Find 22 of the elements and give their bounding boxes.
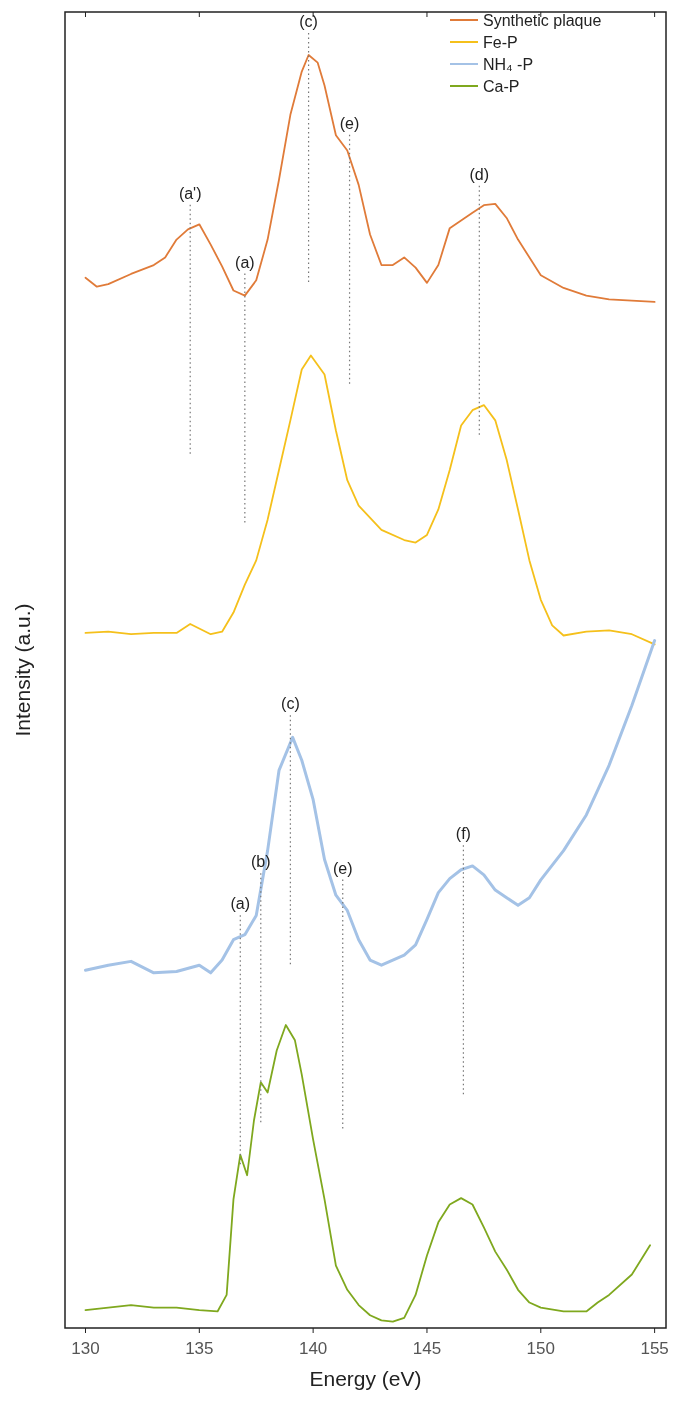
annotation: (e) xyxy=(339,114,360,132)
annotation: (f) xyxy=(455,825,471,843)
annotation: (a) xyxy=(230,895,251,913)
annotation: (d) xyxy=(469,165,490,183)
x-tick-label: 155 xyxy=(640,1339,669,1358)
annotation: (c) xyxy=(281,695,300,713)
legend-label: Synthetic plaque xyxy=(483,12,602,29)
x-tick-label: 145 xyxy=(412,1339,442,1358)
annotation: (c) xyxy=(299,13,318,30)
annotation: (e) xyxy=(332,859,353,877)
annotation: (a) xyxy=(235,253,255,271)
y-axis-title: Intensity (a.u.) xyxy=(11,603,34,737)
x-tick-label: 135 xyxy=(185,1339,214,1358)
x-tick-label: 150 xyxy=(526,1339,555,1358)
x-axis-title: Energy (eV) xyxy=(309,1367,422,1390)
annotation: (a') xyxy=(178,184,202,202)
legend-label: NH₄ -P xyxy=(483,56,534,73)
x-tick-label: 130 xyxy=(71,1339,100,1358)
annotation: (b) xyxy=(251,853,271,871)
legend-label: Ca-P xyxy=(483,78,520,95)
x-tick-label: 140 xyxy=(298,1339,328,1358)
legend-label: Fe-P xyxy=(483,34,518,51)
